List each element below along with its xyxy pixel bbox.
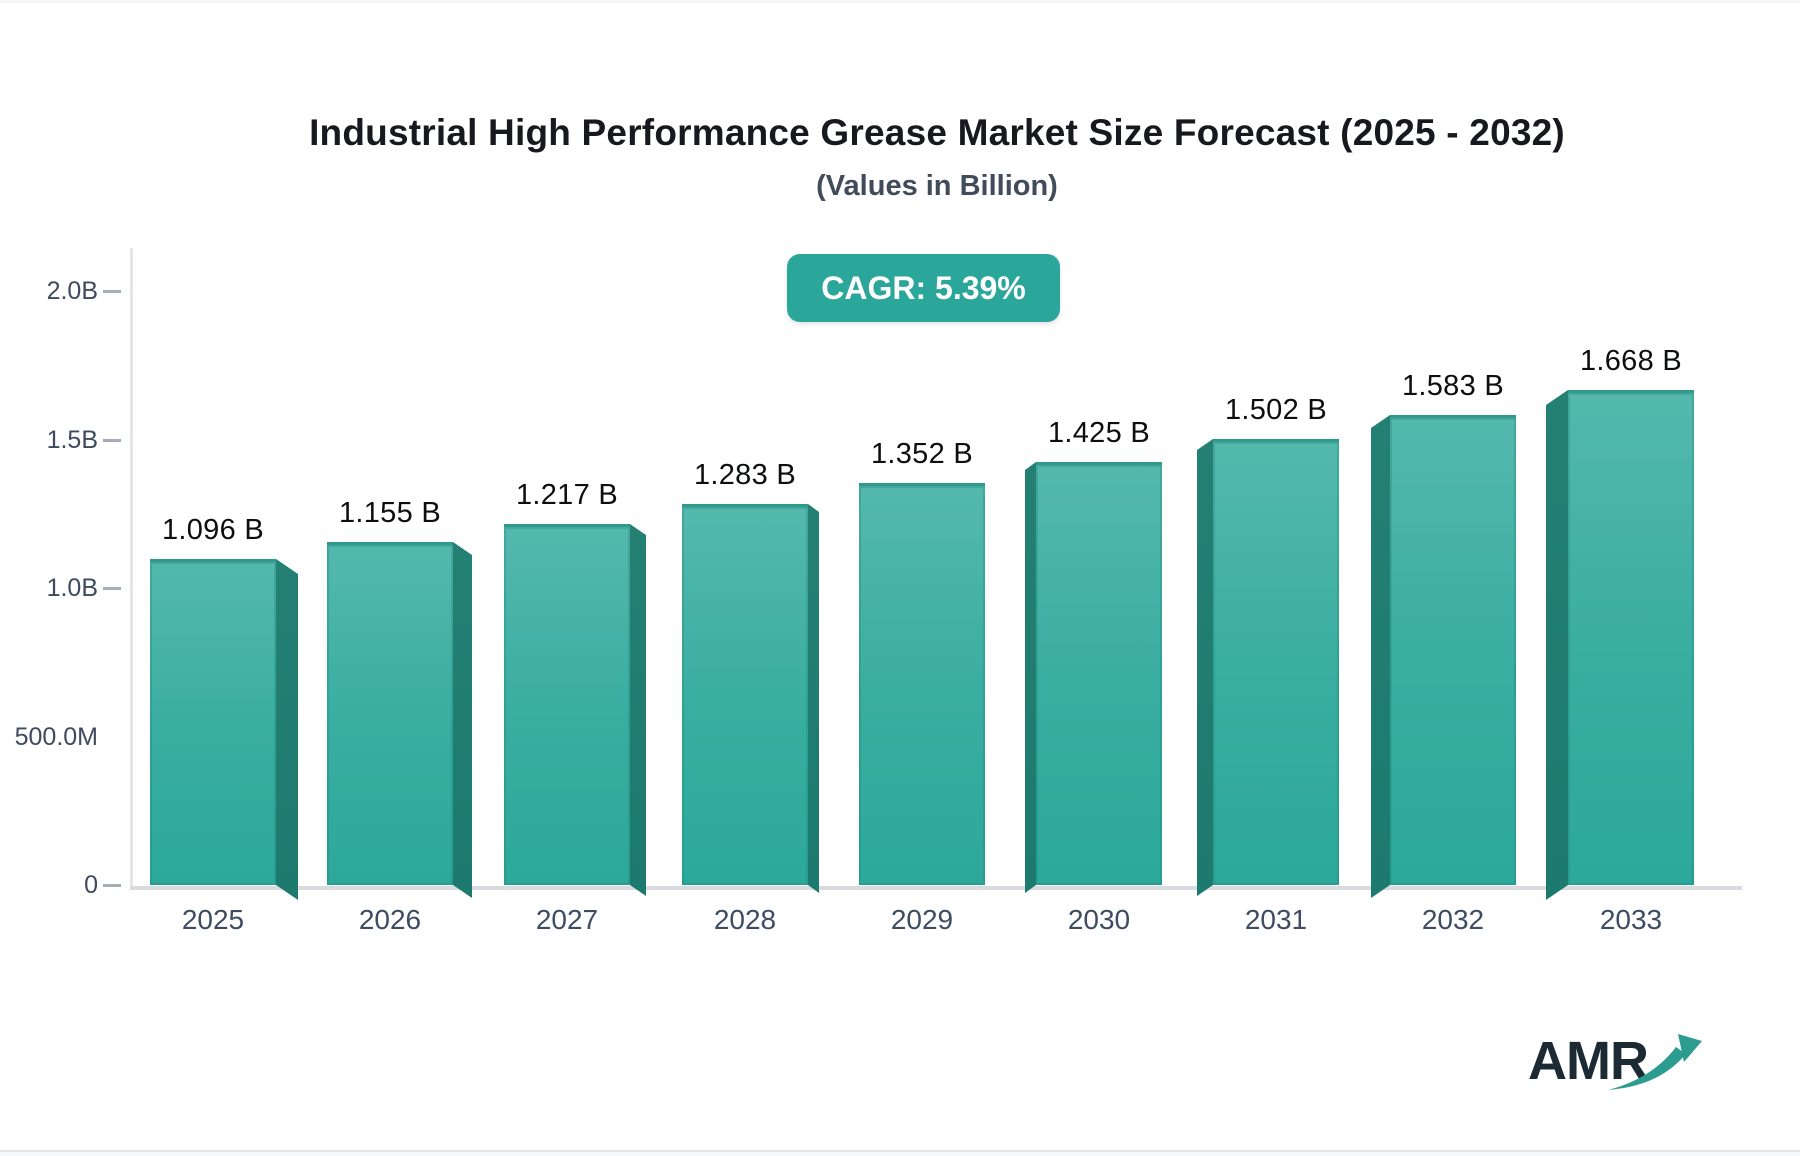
bar-2033 xyxy=(1568,390,1694,885)
x-axis-label-2033: 2033 xyxy=(1599,904,1663,935)
y-tick-mark xyxy=(103,587,121,590)
bar-2027 xyxy=(504,524,630,885)
chart-title: Industrial High Performance Grease Marke… xyxy=(309,112,1565,153)
bar-2028 xyxy=(682,504,808,885)
bar-2030 xyxy=(1036,462,1162,885)
x-axis-label-2025: 2025 xyxy=(181,904,245,935)
bar-value-label: 1.425 B xyxy=(1047,417,1151,449)
bar-3d-side xyxy=(1197,439,1213,896)
bar-value-label: 1.352 B xyxy=(870,438,974,470)
y-tick-mark xyxy=(103,439,121,442)
y-tick-label: 2.0B xyxy=(46,277,98,305)
cagr-badge-label: CAGR: 5.39% xyxy=(821,270,1026,306)
bar-2026 xyxy=(327,542,453,885)
card-top-edge xyxy=(0,0,1800,3)
growth-arrow-icon xyxy=(1608,1034,1702,1090)
bar-3d-side xyxy=(276,559,298,900)
bar-2029 xyxy=(859,483,985,885)
y-tick-mark xyxy=(103,884,121,887)
bar-3d-side xyxy=(453,542,472,898)
y-tick-label: 1.0B xyxy=(46,574,98,602)
bar-2025 xyxy=(150,559,276,885)
amr-logo-text: AMR xyxy=(1528,1031,1649,1091)
cagr-badge: CAGR: 5.39% xyxy=(787,254,1060,322)
card-bottom-margin xyxy=(0,1152,1800,1156)
card-bottom-edge xyxy=(0,1150,1800,1152)
x-axis-label-2028: 2028 xyxy=(713,904,777,935)
x-axis-label-2027: 2027 xyxy=(535,904,599,935)
x-axis-label-2032: 2032 xyxy=(1421,904,1485,935)
y-tick-mark xyxy=(103,290,121,293)
bar-3d-side xyxy=(1546,390,1568,900)
x-axis-label-2026: 2026 xyxy=(358,904,422,935)
bar-3d-side xyxy=(808,504,819,893)
x-axis-line xyxy=(130,886,1742,890)
y-tick-label: 1.5B xyxy=(46,426,98,454)
bar-2031 xyxy=(1213,439,1339,885)
x-axis-label-2030: 2030 xyxy=(1067,904,1131,935)
bar-value-label: 1.283 B xyxy=(693,459,797,491)
x-axis-label-2029: 2029 xyxy=(890,904,954,935)
bar-value-label: 1.155 B xyxy=(338,497,442,529)
chart-subtitle: (Values in Billion) xyxy=(816,170,1058,202)
bar-2032 xyxy=(1390,415,1516,885)
y-axis-line xyxy=(130,248,133,888)
bar-value-label: 1.502 B xyxy=(1224,394,1328,426)
bar-3d-side xyxy=(630,524,646,896)
bar-value-label: 1.583 B xyxy=(1401,370,1505,402)
bar-3d-side xyxy=(1025,462,1036,893)
x-axis-label-2031: 2031 xyxy=(1244,904,1308,935)
bar-3d-side xyxy=(1371,415,1390,898)
y-tick-label: 0 xyxy=(84,871,98,899)
bar-value-label: 1.668 B xyxy=(1579,345,1683,377)
bar-value-label: 1.217 B xyxy=(515,479,619,511)
y-tick-label: 500.0M xyxy=(14,723,98,751)
amr-logo: AMR xyxy=(1528,1030,1728,1110)
bar-value-label: 1.096 B xyxy=(161,514,265,546)
